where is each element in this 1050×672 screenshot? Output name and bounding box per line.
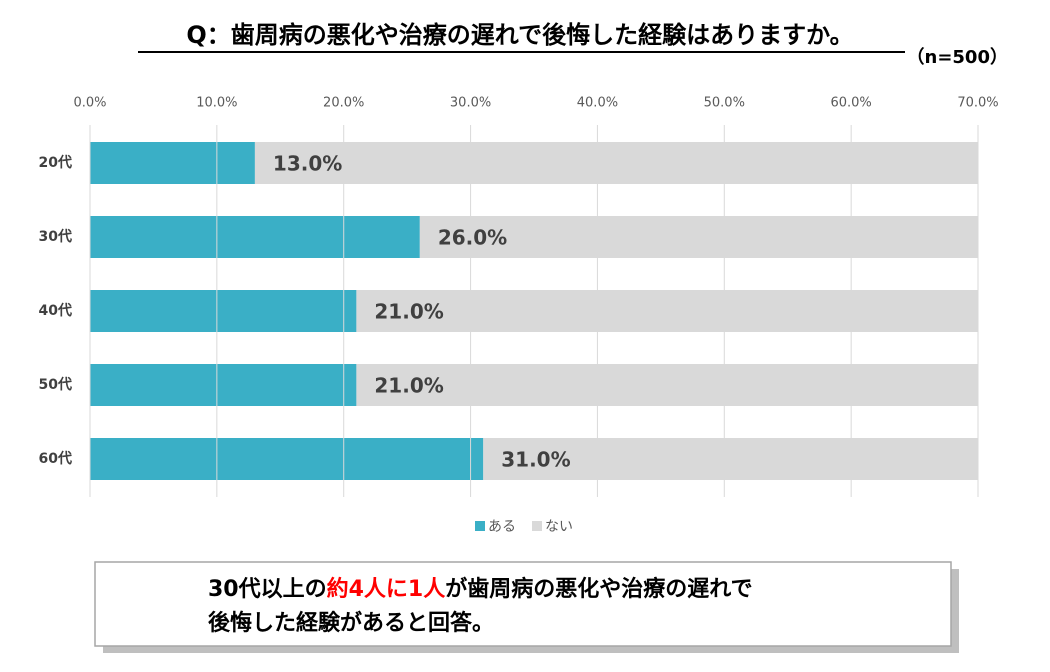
data-label: 21.0% [374,374,443,398]
x-tick-label: 30.0% [450,96,491,111]
y-tick-label: 30代 [39,228,72,245]
note-box [94,561,952,647]
y-tick-label: 50代 [39,376,72,393]
bar [90,438,484,480]
y-tick-label: 60代 [39,450,72,467]
data-label: 26.0% [438,226,507,250]
note-text: 後悔した経験があると回答。 [208,610,494,636]
bar [356,364,978,406]
x-tick-label: 60.0% [830,96,871,111]
bar [90,364,357,406]
data-label: 31.0% [501,448,570,472]
legend-swatch [475,521,485,531]
x-tick-label: 0.0% [73,96,106,111]
bar [90,216,420,258]
x-tick-label: 70.0% [957,96,998,111]
bar [90,142,255,184]
bar [419,216,978,258]
bar [254,142,978,184]
x-tick-label: 10.0% [196,96,237,111]
legend-swatch [532,521,542,531]
bar [356,290,978,332]
bar [90,290,357,332]
legend-label: ない [545,519,573,535]
note-segment: 約4人に1人 [327,576,446,602]
x-tick-label: 40.0% [577,96,618,111]
x-tick-label: 50.0% [704,96,745,111]
y-tick-label: 20代 [39,154,72,171]
y-tick-label: 40代 [39,302,72,319]
note-text: 30代以上の約4人に1人が歯周病の悪化や治療の遅れで [208,576,753,602]
data-label: 21.0% [374,300,443,324]
note-segment: 30代以上の [208,577,327,602]
chart-subtitle: （n=500） [907,47,1008,68]
data-label: 13.0% [273,152,342,176]
x-tick-label: 20.0% [323,96,364,111]
legend-label: ある [488,519,516,535]
bar [483,438,978,480]
chart-title: Q：歯周病の悪化や治療の遅れで後悔した経験はありますか。 [186,21,853,49]
note-segment: が歯周病の悪化や治療の遅れで [445,576,752,602]
note-segment: 後悔した経験があると回答。 [208,610,494,636]
